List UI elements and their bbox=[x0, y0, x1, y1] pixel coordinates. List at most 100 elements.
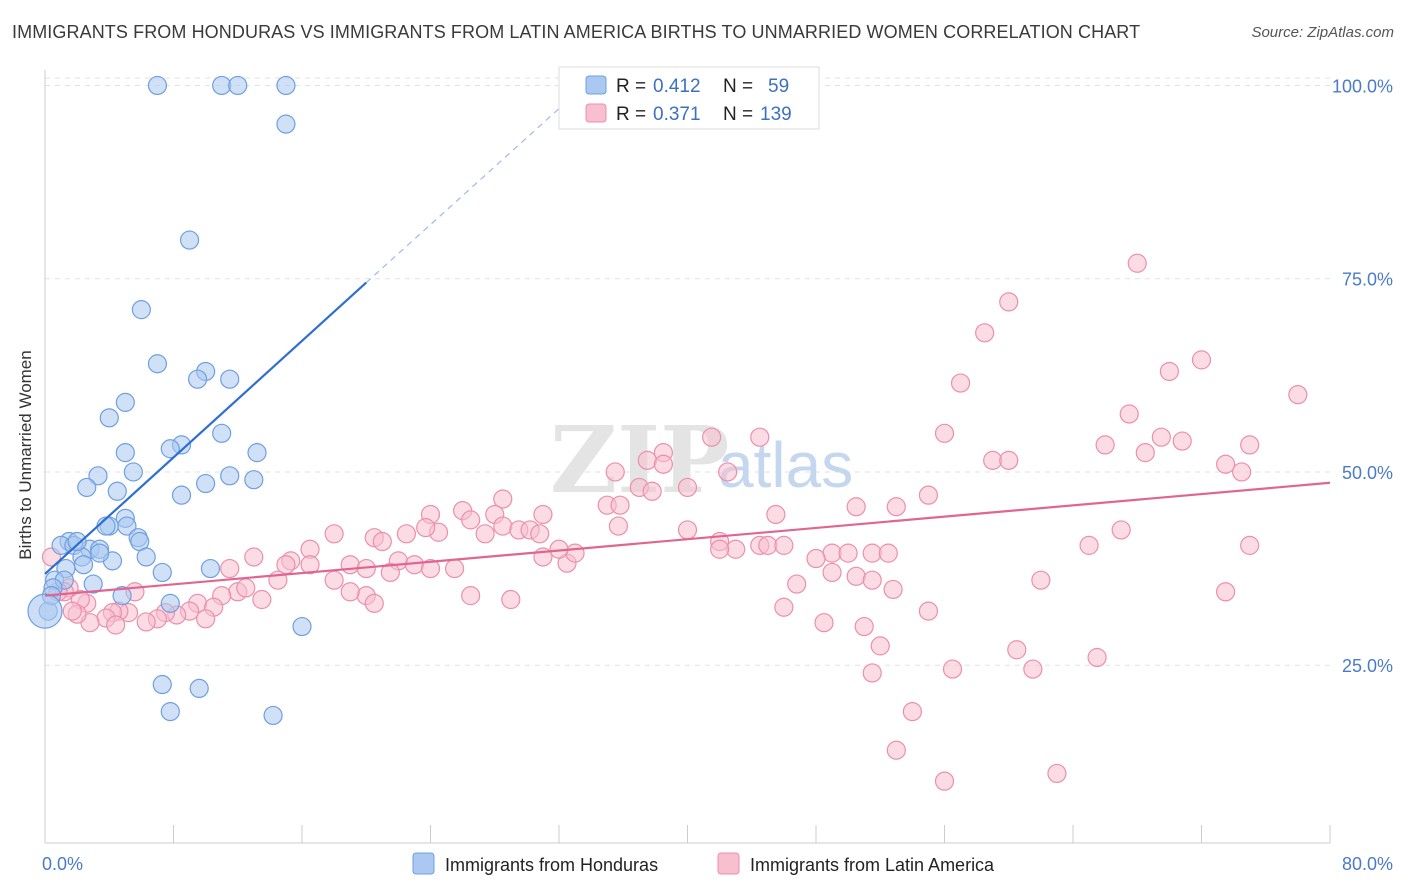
latin-america-point-75 bbox=[758, 535, 778, 555]
latin-america-point-103 bbox=[862, 663, 882, 683]
latin-america-point-17 bbox=[1232, 462, 1252, 482]
watermark-atlas: atlas bbox=[718, 429, 853, 501]
latin-america-point-99 bbox=[1087, 647, 1107, 668]
stats-r-value-honduras: 0.412 bbox=[653, 76, 701, 97]
honduras-point-2 bbox=[228, 75, 248, 96]
latin-america-point-106 bbox=[934, 771, 955, 791]
honduras-point-7 bbox=[147, 354, 168, 374]
honduras-point-54 bbox=[160, 701, 180, 722]
latin-america-point-19 bbox=[750, 427, 770, 447]
stats-n-value-latin-america: 139 bbox=[760, 104, 792, 125]
stats-n-label-honduras: N = bbox=[723, 76, 753, 97]
series-honduras-points bbox=[27, 75, 312, 726]
honduras-point-16 bbox=[160, 439, 180, 459]
stats-swatch-latin-america bbox=[585, 103, 607, 123]
watermark: ZIP atlas bbox=[550, 406, 853, 514]
honduras-point-19 bbox=[123, 462, 143, 482]
latin-america-point-133 bbox=[62, 601, 82, 621]
stats-swatch-honduras bbox=[585, 75, 607, 95]
latin-america-point-57 bbox=[244, 547, 264, 567]
latin-america-point-40 bbox=[493, 516, 513, 536]
honduras-point-46 bbox=[83, 574, 103, 594]
latin-america-point-30 bbox=[610, 495, 630, 515]
latin-america-point-27 bbox=[642, 481, 662, 501]
honduras-point-11 bbox=[115, 392, 135, 412]
latin-america-point-50 bbox=[396, 524, 417, 544]
latin-america-point-110 bbox=[340, 582, 360, 602]
honduras-point-49 bbox=[160, 593, 180, 613]
honduras-point-48 bbox=[112, 586, 132, 606]
latin-america-point-89 bbox=[854, 616, 874, 637]
source-label: Source: ZipAtlas.com bbox=[1251, 24, 1394, 41]
latin-america-point-6 bbox=[1288, 385, 1308, 405]
y-tick-label-0: 25.0% bbox=[1342, 656, 1393, 676]
latin-america-point-22 bbox=[653, 454, 674, 474]
latin-america-point-37 bbox=[533, 504, 553, 525]
latin-america-point-96 bbox=[1240, 535, 1260, 555]
latin-america-point-90 bbox=[814, 613, 834, 633]
legend-swatch-latin-america bbox=[717, 852, 740, 875]
latin-america-point-70 bbox=[565, 543, 585, 563]
latin-america-point-79 bbox=[838, 543, 858, 563]
latin-america-point-66 bbox=[380, 562, 400, 583]
latin-america-point-2 bbox=[975, 323, 995, 343]
honduras-point-29 bbox=[117, 516, 137, 536]
y-axis-label: Births to Unmarried Women bbox=[16, 350, 35, 559]
honduras-point-23 bbox=[77, 477, 97, 498]
latin-america-point-100 bbox=[1023, 659, 1043, 679]
latin-america-point-18 bbox=[701, 427, 722, 447]
honduras-point-12 bbox=[99, 408, 119, 428]
latin-america-point-102 bbox=[870, 636, 890, 656]
honduras-point-4 bbox=[276, 114, 296, 134]
honduras-point-10 bbox=[187, 369, 208, 389]
honduras-point-5 bbox=[179, 230, 200, 250]
latin-america-point-32 bbox=[886, 497, 906, 517]
latin-america-point-101 bbox=[942, 659, 963, 679]
honduras-point-57 bbox=[67, 531, 87, 552]
latin-america-point-97 bbox=[1215, 582, 1236, 602]
honduras-point-17 bbox=[247, 443, 267, 463]
latin-america-point-4 bbox=[1159, 361, 1179, 382]
latin-america-point-98 bbox=[1007, 640, 1027, 660]
latin-america-point-0 bbox=[1127, 253, 1147, 273]
honduras-point-6 bbox=[131, 300, 151, 320]
honduras-point-39 bbox=[73, 555, 94, 575]
honduras-point-large bbox=[27, 593, 63, 629]
x-tick-label-1: 80.0% bbox=[1342, 854, 1393, 874]
y-tick-label-1: 50.0% bbox=[1342, 463, 1393, 483]
latin-america-point-34 bbox=[766, 504, 786, 525]
latin-america-point-92 bbox=[918, 601, 939, 621]
latin-america-point-48 bbox=[677, 520, 698, 540]
latin-america-trend-line bbox=[44, 481, 1331, 597]
latin-america-point-28 bbox=[493, 489, 513, 509]
latin-america-point-31 bbox=[846, 497, 866, 517]
latin-america-point-78 bbox=[806, 548, 826, 569]
latin-america-point-1 bbox=[999, 292, 1019, 312]
latin-america-point-13 bbox=[1135, 443, 1155, 463]
honduras-point-25 bbox=[171, 485, 192, 505]
latin-america-point-86 bbox=[461, 586, 481, 606]
latin-america-point-67 bbox=[444, 558, 465, 579]
latin-america-point-65 bbox=[420, 558, 441, 579]
latin-america-point-107 bbox=[1047, 763, 1067, 784]
bottom-legend: Immigrants from Honduras Immigrants from… bbox=[412, 852, 995, 875]
latin-america-point-10 bbox=[1172, 431, 1192, 451]
legend-label-honduras: Immigrants from Honduras bbox=[445, 855, 658, 875]
latin-america-point-14 bbox=[1215, 454, 1236, 474]
chart-title: IMMIGRANTS FROM HONDURAS VS IMMIGRANTS F… bbox=[12, 22, 1141, 42]
latin-america-point-53 bbox=[372, 531, 392, 552]
latin-america-point-123 bbox=[136, 612, 156, 632]
latin-america-point-7 bbox=[1119, 404, 1139, 424]
latin-america-point-82 bbox=[822, 562, 842, 583]
honduras-point-51 bbox=[292, 616, 312, 637]
latin-america-point-111 bbox=[364, 593, 384, 613]
honduras-point-41 bbox=[200, 558, 221, 579]
latin-america-point-113 bbox=[252, 589, 272, 610]
latin-america-point-104 bbox=[902, 701, 922, 722]
latin-america-point-114 bbox=[236, 578, 256, 598]
honduras-point-1 bbox=[212, 75, 232, 96]
honduras-point-42 bbox=[152, 562, 172, 583]
honduras-point-20 bbox=[220, 466, 240, 486]
latin-america-point-91 bbox=[774, 597, 794, 617]
